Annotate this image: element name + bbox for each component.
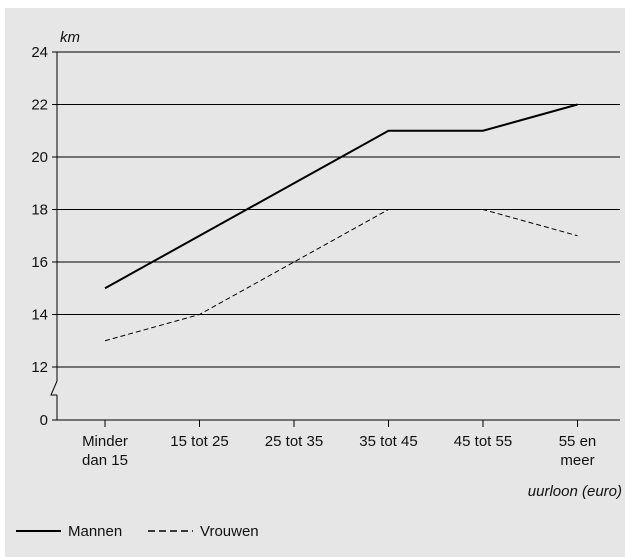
y-tick-label: 12 xyxy=(31,359,48,376)
x-tick-label: 55 en meer xyxy=(559,433,597,469)
y-tick-label: 24 xyxy=(31,44,48,61)
axes xyxy=(50,51,620,427)
x-tick-label: 45 tot 55 xyxy=(454,433,512,450)
series-line-mannen xyxy=(104,103,578,290)
gridlines xyxy=(57,51,620,368)
y-tick-label: 20 xyxy=(31,149,48,166)
y-tick-labels: 0 12 14 16 18 20 22 24 xyxy=(31,44,48,429)
x-tick-label: Minder dan 15 xyxy=(82,433,128,469)
x-tick-label: 15 tot 25 xyxy=(170,433,228,450)
x-axis-title: uurloon (euro) xyxy=(528,483,622,500)
chart-panel xyxy=(5,8,625,557)
y-tick-label: 22 xyxy=(31,97,48,114)
x-tick-label: 25 tot 35 xyxy=(265,433,323,450)
legend-label-mannen: Mannen xyxy=(68,523,122,540)
y-tick-label: 14 xyxy=(31,307,48,324)
legend-label-vrouwen: Vrouwen xyxy=(200,523,259,540)
series-line-vrouwen xyxy=(104,209,578,342)
x-tick-label: 35 tot 45 xyxy=(359,433,417,450)
y-tick-label: 0 xyxy=(40,412,48,429)
series-lines xyxy=(104,103,578,342)
y-tick-label: 16 xyxy=(31,254,48,271)
y-axis-title: km xyxy=(60,29,80,46)
y-axis-break xyxy=(50,380,58,396)
x-tick-labels: Minder dan 15 15 tot 25 25 tot 35 35 tot 45 4… xyxy=(82,433,596,469)
legend: Mannen Vrouwen xyxy=(16,523,259,540)
y-tick-label: 18 xyxy=(31,202,48,219)
